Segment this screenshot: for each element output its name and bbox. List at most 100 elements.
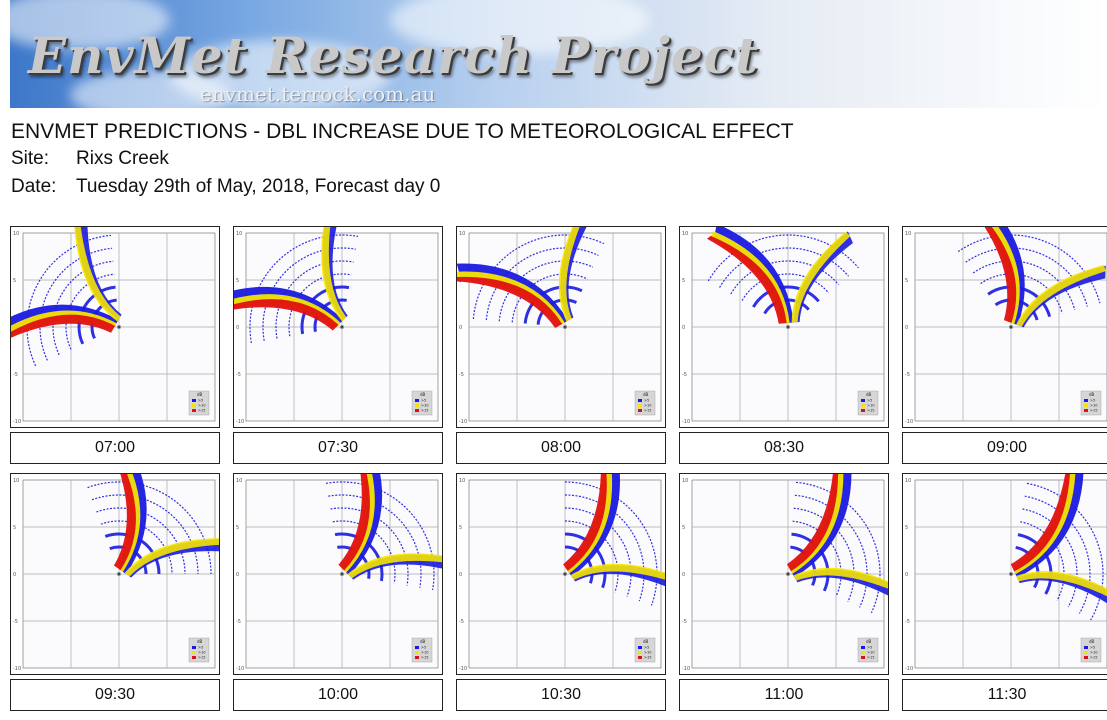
contour-arc [972,260,1076,311]
legend-swatch [861,399,865,402]
legend-label: >10 [1090,404,1098,408]
contour-arc [65,273,115,350]
contour-arc [332,520,396,584]
axis-tick-label: 5 [459,525,462,531]
plot-legend: dB >5>10>15 [857,637,879,663]
axis-tick-label: 10 [13,231,19,237]
contour-arc [965,247,1088,307]
noise-contours [957,227,1106,328]
axis-tick-label: 5 [682,278,685,284]
legend-swatch [1084,409,1088,412]
banner-url: envmet.terrock.com.au [200,82,436,106]
axis-tick-label: 10 [236,231,242,237]
contour-arc [275,260,354,339]
axis-tick-label: 5 [905,278,908,284]
plume-band [1016,571,1107,602]
plume-band [116,474,141,572]
contour-arc [741,273,830,301]
legend-swatch [861,404,865,407]
panel-time-label: 08:30 [679,432,889,464]
report-heading: ENVMET PREDICTIONS - DBL INCREASE DUE TO… [11,120,794,143]
contour-arc [485,247,599,321]
legend-swatch [638,409,642,412]
legend-swatch [861,651,865,654]
plume-band [74,227,121,322]
plume-band [75,227,122,320]
legend-title: dB [643,639,649,644]
plume-band [558,227,584,322]
legend-label: >15 [644,409,652,413]
source-marker [1009,572,1013,576]
plot-legend: dB >5>10>15 [634,637,656,663]
plume-band [338,474,370,571]
legend-swatch [192,404,196,407]
legend-swatch [415,409,419,412]
axis-tick-label: 0 [905,325,908,331]
contour-arc [96,507,186,575]
legend-title: dB [643,392,649,397]
legend-swatch [415,646,419,649]
contour-arc [330,507,409,586]
legend-label: >10 [867,404,875,408]
contour-arc [564,520,619,593]
axis-tick-label: 0 [236,572,239,578]
panel-time-label: 07:00 [10,432,220,464]
legend-label: >15 [1090,409,1098,413]
cloud-shape [390,0,650,55]
legend-swatch [638,404,642,407]
source-marker [786,325,790,329]
source-marker [117,572,121,576]
legend-label: >5 [1090,399,1095,403]
plume-band [791,231,851,323]
plume-band [974,227,1017,323]
axis-tick-label: 5 [682,525,685,531]
panel-time-label: 07:30 [233,432,443,464]
axis-tick-label: -10 [459,666,467,672]
plume-band [321,227,347,322]
axis-tick-label: -5 [236,372,241,378]
axis-tick-label: -10 [13,666,21,672]
contour-arc [719,247,849,288]
legend-swatch [1084,646,1088,649]
contour-arc [52,260,114,356]
legend-swatch [1084,656,1088,659]
source-marker [340,572,344,576]
axis-tick-label: 10 [459,231,465,237]
legend-swatch [415,651,419,654]
axis-tick-label: 5 [236,278,239,284]
axis-tick-label: 0 [682,325,685,331]
legend-title: dB [420,639,426,644]
axis-tick-label: -5 [13,619,18,625]
plume-band [234,299,339,331]
cloud-shape [70,70,230,108]
axis-tick-label: 0 [13,572,16,578]
axis-tick-label: 0 [905,572,908,578]
axis-tick-label: 10 [459,478,465,484]
axis-tick-label: -10 [682,666,690,672]
site-row: Site: Rixs Creek [11,148,169,170]
axis-tick-label: -10 [236,419,244,425]
banner-title: EnvMet Research Project [28,26,760,85]
source-marker [340,325,344,329]
legend-label: >5 [644,646,649,650]
plume-band [706,235,787,324]
axis-tick-label: -10 [13,419,21,425]
axis-tick-label: 10 [905,231,911,237]
legend-swatch [415,656,419,659]
axis-tick-label: -5 [459,372,464,378]
legend-swatch [192,651,196,654]
legend-title: dB [197,639,203,644]
plume-band [347,553,442,579]
contour-arc [262,247,356,341]
noise-contours [1010,474,1107,621]
axis-tick-label: -5 [236,619,241,625]
legend-label: >10 [421,651,429,655]
